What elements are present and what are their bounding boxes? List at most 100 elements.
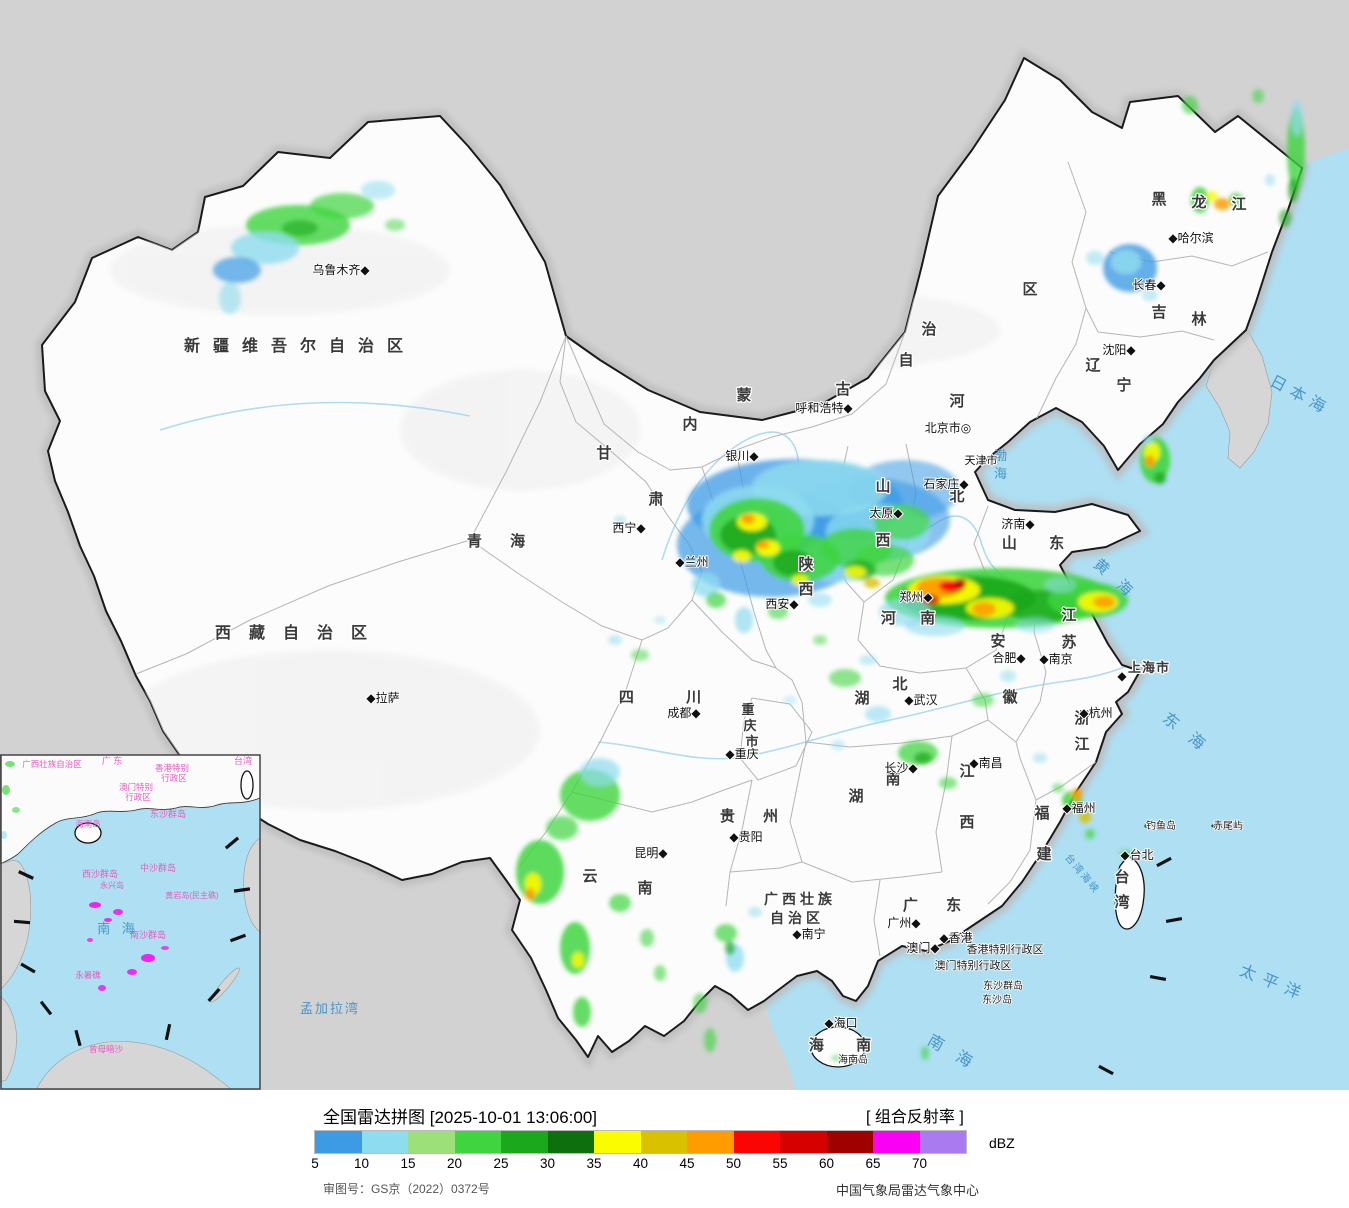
province-label: 南	[637, 879, 652, 897]
radar-echo	[725, 941, 735, 955]
inset-label: 永兴岛	[100, 880, 124, 890]
sea-label: 海	[994, 466, 1010, 481]
inset-label: 西沙群岛	[82, 868, 118, 879]
radar-echo	[1052, 783, 1064, 793]
radar-echo	[768, 605, 788, 619]
city-label: 天津市	[965, 453, 998, 467]
province-label: 江	[959, 762, 974, 780]
inset-label: 海南岛	[75, 819, 101, 829]
city-label: 合肥◆	[992, 650, 1026, 665]
city-label: ◆海口	[824, 1015, 857, 1030]
radar-echo	[706, 592, 726, 608]
inset-radar-echo	[98, 985, 106, 991]
legend-bar: 全国雷达拼图 [2025-10-01 13:06:00] [ 组合反射率 ] 5…	[0, 1090, 1349, 1208]
boundary-dash	[229, 933, 247, 943]
legend-tick: 30	[539, 1156, 556, 1171]
city-label: 成都◆	[667, 706, 701, 720]
radar-echo	[972, 602, 996, 616]
inset-label: 台湾	[234, 755, 252, 766]
radar-echo	[831, 1055, 841, 1061]
boundary-dash	[20, 962, 36, 974]
radar-echo	[792, 574, 808, 586]
province-label: 黑	[1151, 191, 1166, 208]
map-approval-number: 审图号：GS京（2022）0372号	[323, 1182, 490, 1196]
legend-tick: 50	[725, 1156, 742, 1171]
radar-echo	[573, 997, 591, 1027]
province-label: 吉	[1151, 303, 1166, 321]
radar-echo	[1142, 289, 1158, 301]
province-label: 四 川	[619, 689, 725, 706]
legend-tick: 60	[818, 1156, 835, 1171]
province-label: 浙	[1074, 709, 1089, 727]
province-label: 湖	[854, 690, 869, 707]
province-label: 江	[1061, 606, 1076, 624]
radar-echo	[813, 635, 827, 645]
city-label: ◆武汉	[904, 693, 937, 707]
island-label: 赤尾屿	[1213, 820, 1243, 832]
inset-label: 曾母暗沙	[89, 1044, 124, 1054]
radar-echo	[572, 952, 584, 968]
province-label: 建	[1036, 845, 1052, 863]
radar-echo	[1093, 596, 1115, 608]
city-label: 沈阳◆	[1102, 342, 1136, 357]
city-label: 长沙◆	[884, 761, 918, 775]
legend-unit: dBZ	[989, 1135, 1015, 1151]
radar-echo	[361, 181, 395, 199]
radar-echo	[735, 607, 753, 633]
radar-echo	[808, 593, 832, 607]
china-radar-map: 新疆维吾尔自治区西藏自治区青 海甘肃内蒙 古自治区陕西山西河北山 东河 南江苏安徽…	[0, 0, 1349, 1090]
province-label: 西	[875, 532, 890, 549]
radar-echo	[844, 566, 866, 578]
province-label: 西	[798, 581, 813, 598]
inset-radar-echo	[141, 954, 155, 962]
province-label: 贵 州	[720, 807, 790, 825]
radar-echo	[609, 894, 631, 912]
boundary-dash	[13, 919, 31, 925]
radar-echo	[704, 1028, 716, 1052]
radar-echo	[921, 1046, 929, 1060]
legend-swatch	[454, 1131, 501, 1153]
radar-echo	[1154, 472, 1166, 484]
boundary-dash	[207, 987, 221, 1003]
province-label: 湾	[1114, 893, 1129, 911]
radar-echo	[829, 669, 861, 687]
radar-echo	[1085, 829, 1095, 839]
radar-echo	[654, 616, 666, 624]
legend-swatch	[361, 1131, 408, 1153]
province-label: 治	[921, 320, 936, 338]
inset-nine-dash-line	[13, 836, 251, 1047]
legend-swatch	[780, 1131, 827, 1153]
legend-tick: 25	[493, 1156, 509, 1171]
inset-label: 澳门特别	[119, 782, 153, 792]
legend-tick: 65	[865, 1156, 881, 1171]
city-label: ◆南昌	[969, 755, 1002, 770]
radar-echo	[608, 635, 622, 645]
radar-echo	[213, 257, 261, 283]
legend-swatch	[919, 1131, 966, 1153]
legend-swatch	[408, 1131, 455, 1153]
province-label: 山 东	[1002, 534, 1078, 552]
province-label: 市	[745, 734, 758, 749]
boundary-dash	[18, 870, 34, 880]
inset-radar-echo	[89, 902, 101, 908]
legend-swatch	[547, 1131, 594, 1153]
province-label: 龙	[1190, 193, 1206, 211]
inset-label: 行政区	[161, 773, 187, 783]
boundary-dash	[74, 1029, 82, 1047]
inset-malay	[0, 995, 17, 1083]
radar-echo	[1072, 788, 1082, 800]
inset-label: 永暑礁	[75, 970, 101, 980]
inset-radar-echo	[161, 946, 169, 950]
city-label: 银川◆	[725, 449, 759, 463]
radar-echo	[1206, 191, 1218, 201]
inset-china-coast	[0, 754, 261, 865]
legend-tick-row: 5 10 15 20 25 30 35 40 45 50 55 60 65 70	[311, 1156, 1005, 1174]
boundary-dash	[1098, 1064, 1114, 1076]
data-credit: 中国气象局雷达气象中心	[836, 1183, 980, 1198]
city-label: ◆哈尔滨	[1168, 230, 1213, 245]
legend-tick: 10	[353, 1156, 370, 1171]
radar-echo	[1182, 96, 1198, 114]
city-label: ◆兰州	[675, 555, 708, 569]
province-label: 苏	[1061, 633, 1076, 651]
province-label: 青 海	[467, 532, 537, 550]
